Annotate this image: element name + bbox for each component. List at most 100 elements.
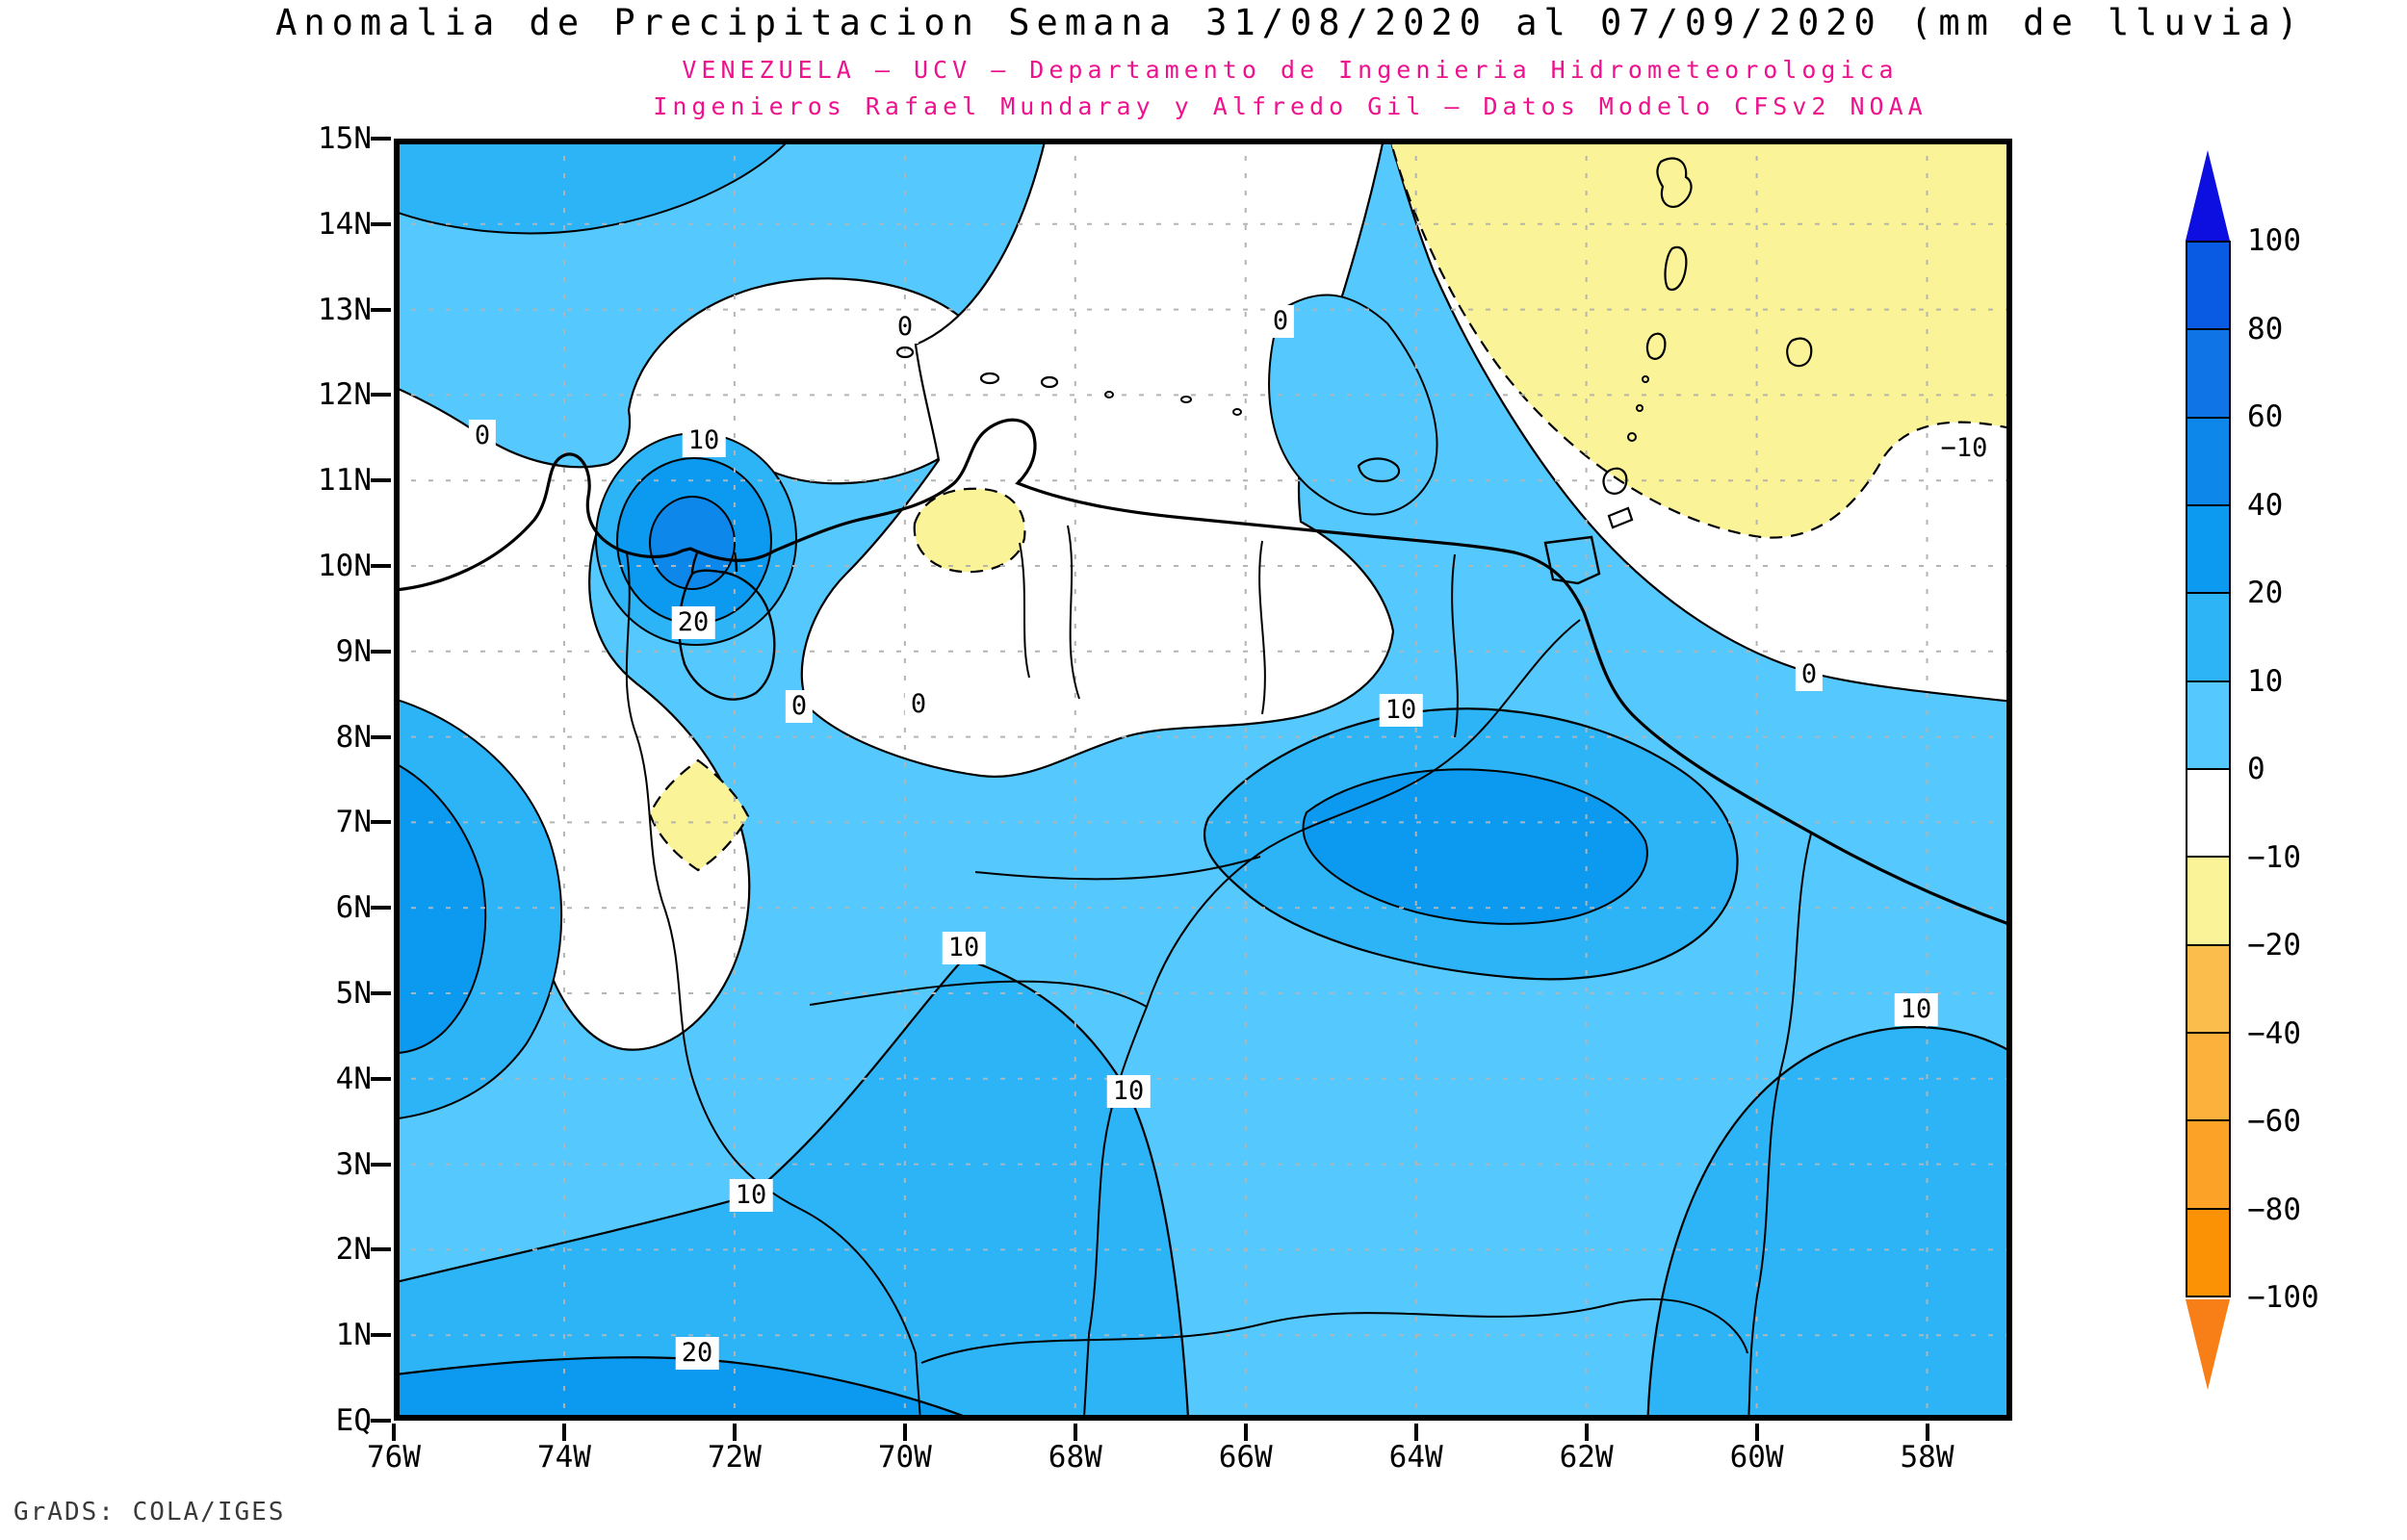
lat-tick-11N <box>371 478 391 483</box>
colorbar <box>2186 241 2231 1297</box>
colorbar-segment-5 <box>2187 680 2229 768</box>
fill-blue-wedge <box>1268 294 1438 516</box>
island-st-lucia <box>1664 245 1688 291</box>
page-title: Anomalia de Precipitacion Semana 31/08/2… <box>275 2 2305 43</box>
lat-tick-12N <box>371 393 391 398</box>
subtitle-line-1: VENEZUELA — UCV — Departamento de Ingeni… <box>682 56 1899 84</box>
grads-credit: GrADS: COLA/IGES <box>13 1498 286 1527</box>
contour-label-10: 10 <box>682 424 726 457</box>
lon-label-70W: 70W <box>877 1440 932 1475</box>
colorbar-segment-8 <box>2187 943 2229 1032</box>
lat-label-9N: 9N <box>335 633 372 669</box>
contour-label-0: 0 <box>904 688 933 721</box>
lat-tick-14N <box>371 221 391 226</box>
contour-label-−10: −10 <box>1934 432 1994 465</box>
lat-tick-10N <box>371 564 391 568</box>
island-bonaire <box>1040 375 1059 389</box>
coastline-south-america <box>394 418 2012 928</box>
lat-label-5N: 5N <box>335 976 372 1011</box>
lat-label-7N: 7N <box>335 805 372 840</box>
contour-label-10: 10 <box>942 932 986 964</box>
lon-tick-62W <box>1584 1424 1589 1441</box>
colorbar-arrow-down <box>2186 1299 2230 1390</box>
river-orinoco <box>1082 619 1581 1421</box>
lon-label-72W: 72W <box>707 1440 762 1475</box>
border-colombia-venezuela <box>625 552 922 1421</box>
state-line-2 <box>1258 540 1266 715</box>
lat-tick-EQ <box>371 1419 391 1423</box>
colorbar-label-0: 0 <box>2247 752 2265 786</box>
colorbar-segment-1 <box>2187 328 2229 417</box>
lat-label-13N: 13N <box>318 292 372 327</box>
island-curacao <box>979 372 1000 385</box>
coastline-group <box>394 157 2012 928</box>
island-st-vincent <box>1645 332 1667 360</box>
lat-label-EQ: EQ <box>335 1403 372 1438</box>
contour-label-10: 10 <box>1106 1075 1151 1108</box>
colorbar-segment-0 <box>2187 243 2229 329</box>
colorbar-label-100: 100 <box>2247 223 2301 258</box>
lon-tick-76W <box>392 1424 396 1441</box>
colorbar-segment-10 <box>2187 1119 2229 1208</box>
lake-maracaibo <box>678 550 776 701</box>
colorbar-label-−100: −100 <box>2247 1280 2319 1315</box>
colorbar-segment-2 <box>2187 416 2229 504</box>
colorbar-label-80: 80 <box>2247 311 2284 346</box>
contour-label-10: 10 <box>1379 694 1423 727</box>
lon-label-74W: 74W <box>536 1440 591 1475</box>
lat-tick-1N <box>371 1333 391 1338</box>
colorbar-label-40: 40 <box>2247 487 2284 523</box>
island-barbados <box>1786 337 1813 368</box>
contour-label-0: 0 <box>1795 658 1824 691</box>
colorbar-label-20: 20 <box>2247 576 2284 610</box>
island-la-orchila <box>1232 408 1242 416</box>
lon-label-58W: 58W <box>1900 1440 1954 1475</box>
island-grenadine-1 <box>1642 375 1649 383</box>
contour-label-10: 10 <box>729 1179 773 1212</box>
colorbar-label-60: 60 <box>2247 399 2284 434</box>
colorbar-label-−40: −40 <box>2247 1015 2301 1051</box>
lat-tick-4N <box>371 1076 391 1081</box>
island-aruba <box>895 346 915 359</box>
contour-label-20: 20 <box>671 606 715 639</box>
colorbar-segment-3 <box>2187 503 2229 593</box>
lon-tick-68W <box>1073 1424 1077 1441</box>
state-line-4 <box>1019 542 1030 679</box>
state-line-3 <box>1451 553 1459 738</box>
island-margarita <box>1357 457 1401 483</box>
lat-label-11N: 11N <box>318 463 372 499</box>
lat-tick-9N <box>371 649 391 654</box>
lon-tick-74W <box>561 1424 566 1441</box>
contour-label-20: 20 <box>675 1337 719 1370</box>
colorbar-arrow-up <box>2186 150 2230 241</box>
contour-label-0: 0 <box>468 420 497 452</box>
colorbar-label-−10: −10 <box>2247 839 2301 875</box>
lon-tick-64W <box>1413 1424 1418 1441</box>
island-grenada <box>1602 467 1628 495</box>
lat-tick-8N <box>371 734 391 739</box>
island-grenadine-3 <box>1627 432 1637 442</box>
border-brazil <box>920 1297 1748 1364</box>
fill-yellow-diamond <box>648 758 750 872</box>
fill-topleft-10-20 <box>394 139 792 235</box>
lat-label-1N: 1N <box>335 1318 372 1353</box>
lat-tick-2N <box>371 1247 391 1252</box>
island-los-roques <box>1180 396 1192 403</box>
map-svg <box>394 139 2012 1421</box>
lon-tick-66W <box>1243 1424 1248 1441</box>
lon-label-66W: 66W <box>1218 1440 1273 1475</box>
contour-label-10: 10 <box>1894 993 1938 1026</box>
lat-tick-15N <box>371 137 391 141</box>
lat-tick-3N <box>371 1162 391 1167</box>
map-frame <box>394 139 2012 1421</box>
subtitle-line-2: Ingenieros Rafael Mundaray y Alfredo Gil… <box>653 92 1928 120</box>
lat-tick-13N <box>371 307 391 312</box>
lat-tick-6N <box>371 906 391 911</box>
island-grenadine-2 <box>1636 404 1643 412</box>
fill-llanos-20-40 <box>1302 768 1648 925</box>
colorbar-label-−20: −20 <box>2247 928 2301 962</box>
colorbar-segment-9 <box>2187 1031 2229 1120</box>
state-line-1 <box>1067 525 1080 700</box>
lat-label-8N: 8N <box>335 719 372 755</box>
lat-label-6N: 6N <box>335 890 372 926</box>
